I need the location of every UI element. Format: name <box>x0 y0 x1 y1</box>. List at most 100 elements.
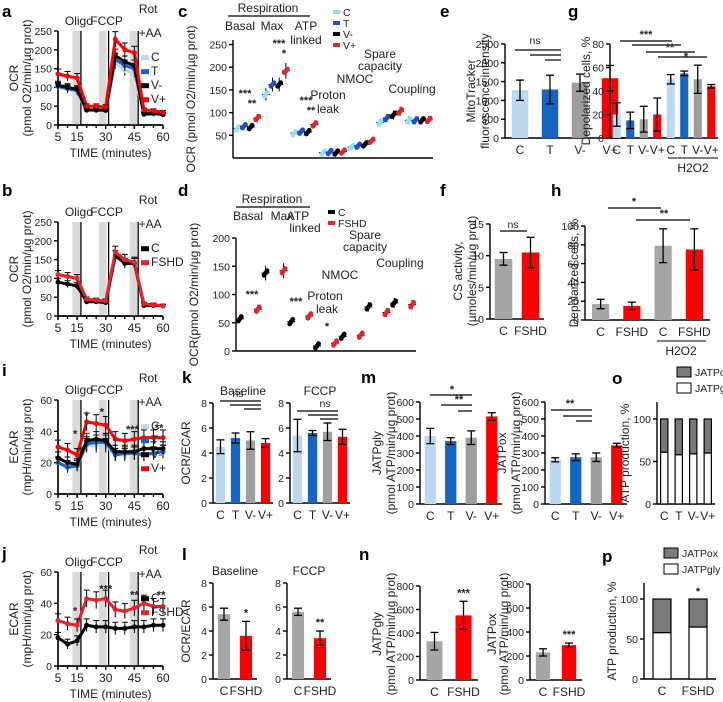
y-tick-label: 0 <box>478 314 484 326</box>
data-point <box>160 435 166 441</box>
panel-label-d: d <box>178 181 188 200</box>
data-point <box>328 147 334 153</box>
data-point <box>393 298 399 304</box>
x-category-label: T <box>572 509 580 523</box>
data-point <box>313 120 319 125</box>
data-point <box>399 107 405 112</box>
y-axis-label-2: (pmol O2/min/µg prot) <box>20 211 34 328</box>
data-point <box>282 266 288 271</box>
y-tick-label: 400 <box>396 628 414 640</box>
legend-label: FSHD <box>151 605 184 619</box>
significance-mark: *** <box>273 38 287 50</box>
data-point <box>379 118 385 124</box>
panel-label-o: o <box>612 369 622 388</box>
stacked-segment-JATPox <box>703 418 712 454</box>
y-axis-label-2: (mpH/min/µg prot) <box>20 571 34 668</box>
data-point <box>84 596 90 602</box>
data-point <box>342 147 347 153</box>
data-point <box>160 603 166 609</box>
y-tick-label: 150 <box>212 261 230 273</box>
x-axis-label: TIME (minutes) <box>69 515 151 529</box>
x-category-label: FSHD <box>682 684 715 698</box>
significance-mark: * <box>282 48 287 60</box>
y-tick-label: 60 <box>40 567 52 579</box>
data-point <box>74 75 80 81</box>
x-category-label: V- <box>322 508 333 522</box>
bar <box>541 89 559 138</box>
data-point <box>74 452 80 458</box>
y-axis-label: OCR(pmol O2/min/µg prot) <box>187 223 201 367</box>
x-tick-label: 5 <box>55 671 62 685</box>
bar <box>260 443 271 503</box>
legend-swatch <box>141 97 149 103</box>
panel-c: 50 100 150 200 250 OCR (pmol O2/min/µg prot) R… <box>184 1 436 172</box>
bar <box>685 249 703 320</box>
x-tick-label: 15 <box>70 130 84 144</box>
bar <box>693 79 702 138</box>
x-tick-label: 30 <box>99 130 113 144</box>
data-point <box>103 624 109 630</box>
significance-mark: * <box>100 407 105 419</box>
data-point <box>150 108 156 114</box>
significance-mark: * <box>450 384 455 396</box>
y-axis-label-2: (pmol O2/min/µg prot) <box>20 20 34 137</box>
data-point <box>122 438 128 444</box>
y-axis-label-2: (pmol ATP/min/µg prot) <box>497 573 511 696</box>
y-tick-label: 0 <box>46 311 52 323</box>
injection-shade <box>99 400 107 494</box>
bar <box>680 73 689 138</box>
group-label: Max <box>261 19 284 33</box>
injection-shade <box>72 400 80 494</box>
data-point <box>141 446 147 452</box>
y-tick-label: 800 <box>506 579 524 591</box>
x-tick-label: 45 <box>128 321 142 335</box>
legend-label: FSHD <box>338 218 367 230</box>
y-tick-label: 300 <box>521 448 539 460</box>
y-tick-label: 4 <box>201 448 207 460</box>
significance-mark: ns <box>529 35 540 47</box>
x-axis-label: TIME (minutes) <box>69 146 151 160</box>
panel-label-m: m <box>361 368 376 387</box>
data-point <box>160 622 166 628</box>
y-tick-label: 100 <box>34 82 52 94</box>
significance-mark: *** <box>640 29 654 41</box>
bar <box>535 652 551 680</box>
x-category-label: V- <box>591 509 602 523</box>
y-axis-label: OCR/ECAR <box>179 599 193 663</box>
legend-label: JATPox <box>695 367 723 379</box>
x-category-label: C <box>499 324 508 338</box>
data-point <box>290 316 296 322</box>
y-tick-label: 20 <box>40 630 52 642</box>
y-tick-label: 600 <box>396 397 414 409</box>
significance-mark: ** <box>316 617 325 629</box>
group-label: H2O2 <box>677 161 709 175</box>
bar <box>486 416 498 504</box>
significance-mark: ns <box>319 398 330 410</box>
x-tick-label: 5 <box>55 499 62 513</box>
data-point <box>427 115 433 121</box>
legend-label: C <box>151 591 160 605</box>
x-category-label: V- <box>692 143 703 157</box>
y-tick-label: 200 <box>34 236 52 248</box>
x-category-label: V+ <box>602 143 617 157</box>
y-tick-label: 250 <box>209 40 227 52</box>
data-point <box>65 641 71 647</box>
x-category-label: T <box>309 508 317 522</box>
x-tick-label: 45 <box>128 130 142 144</box>
stacked-segment-JATPox <box>688 598 708 628</box>
panel-d: 0 50 100 150 200 OCR(pmol O2/min/µg prot) Resp… <box>187 192 424 366</box>
x-category-label: C <box>294 684 303 698</box>
data-point <box>131 259 137 265</box>
group-label: Coupling <box>376 256 423 270</box>
y-tick-label: 6 <box>201 423 207 435</box>
injection-shade <box>99 572 107 666</box>
group-label: Spare <box>364 47 396 61</box>
data-point <box>93 421 99 426</box>
data-point <box>300 127 305 133</box>
y-tick-label: 0 <box>201 674 207 686</box>
y-tick-label: 0 <box>46 120 52 132</box>
y-axis-label: JATPgly <box>370 612 384 656</box>
stacked-segment-JATPgly <box>674 454 683 505</box>
x-category-label: FSHD <box>230 684 263 698</box>
